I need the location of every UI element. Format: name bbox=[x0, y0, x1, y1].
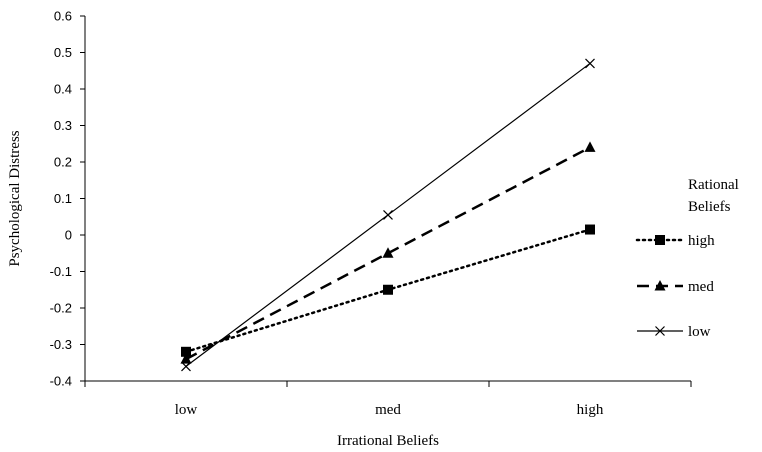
legend-title-line-1: Rational bbox=[688, 177, 739, 193]
x-tick-label: high bbox=[577, 402, 604, 418]
y-tick-label: 0.5 bbox=[54, 45, 72, 60]
legend-title-line-2: Beliefs bbox=[688, 199, 731, 215]
y-tick-label: 0.1 bbox=[54, 191, 72, 206]
y-tick-label: -0.1 bbox=[50, 264, 72, 279]
data-point-med bbox=[180, 353, 192, 364]
y-tick-label: -0.2 bbox=[50, 301, 72, 316]
legend-swatch-marker bbox=[655, 235, 665, 245]
y-tick-label: 0.4 bbox=[54, 82, 72, 97]
data-point-high bbox=[383, 284, 393, 295]
series-high bbox=[181, 224, 595, 357]
data-point-med bbox=[382, 247, 394, 258]
data-point-high bbox=[585, 224, 595, 235]
data-point-med bbox=[584, 141, 596, 152]
y-tick-label: 0.6 bbox=[54, 9, 72, 24]
legend-item-med: med bbox=[637, 279, 714, 295]
x-tick-label: low bbox=[175, 402, 198, 418]
y-tick-label: 0.2 bbox=[54, 155, 72, 170]
series-med bbox=[180, 141, 596, 364]
legend-label: high bbox=[688, 233, 715, 249]
data-point-low bbox=[181, 361, 191, 372]
series-low bbox=[181, 58, 595, 372]
legend-swatch-marker bbox=[654, 280, 666, 291]
x-axis-title: Irrational Beliefs bbox=[337, 433, 439, 449]
series-layer bbox=[180, 58, 596, 372]
y-tick-label: -0.4 bbox=[50, 374, 72, 389]
legend: Rational Beliefs high med low bbox=[635, 177, 739, 340]
legend-item-high: high bbox=[635, 233, 715, 249]
legend-item-low: low bbox=[637, 324, 711, 340]
legend-label: med bbox=[688, 279, 714, 295]
legend-swatch-marker bbox=[655, 326, 665, 336]
data-point-high bbox=[181, 346, 191, 357]
y-tick-label: -0.3 bbox=[50, 337, 72, 352]
y-axis-title: Psychological Distress bbox=[7, 130, 23, 266]
x-axis: low med high bbox=[84, 380, 692, 418]
data-point-low bbox=[383, 210, 393, 220]
data-point-low bbox=[585, 58, 595, 69]
x-tick-label: med bbox=[375, 402, 401, 418]
y-tick-label: 0 bbox=[65, 228, 72, 243]
legend-label: low bbox=[688, 324, 711, 340]
y-tick-label: 0.3 bbox=[54, 118, 72, 133]
y-axis: 0.6 0.5 0.4 0.3 0.2 0.1 0 -0.1 -0.2 -0.3 -0.4 bbox=[50, 9, 86, 389]
